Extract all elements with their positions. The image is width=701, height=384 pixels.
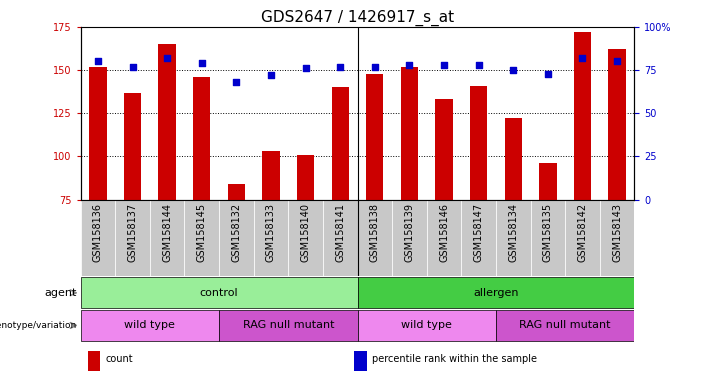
Bar <box>228 184 245 200</box>
Text: GSM158145: GSM158145 <box>197 203 207 262</box>
Bar <box>470 86 487 200</box>
Bar <box>81 200 115 276</box>
Bar <box>193 77 210 200</box>
Point <box>266 72 277 78</box>
Text: GSM158146: GSM158146 <box>439 203 449 262</box>
Bar <box>288 200 323 276</box>
Point <box>127 64 138 70</box>
Text: GSM158137: GSM158137 <box>128 203 137 262</box>
Text: GSM158144: GSM158144 <box>162 203 172 262</box>
Point <box>611 58 622 65</box>
Bar <box>81 277 358 308</box>
Bar <box>254 200 288 276</box>
Point <box>404 62 415 68</box>
Bar <box>89 67 107 200</box>
Point <box>543 71 554 77</box>
Point <box>334 64 346 70</box>
Text: GSM158142: GSM158142 <box>578 203 587 262</box>
Bar <box>496 310 634 341</box>
Bar <box>115 200 150 276</box>
Text: genotype/variation: genotype/variation <box>0 321 77 330</box>
Text: GSM158132: GSM158132 <box>231 203 241 262</box>
Bar <box>496 200 531 276</box>
Point <box>161 55 172 61</box>
Bar <box>366 74 383 200</box>
Text: agent: agent <box>45 288 77 298</box>
Text: GSM158136: GSM158136 <box>93 203 103 262</box>
Bar <box>158 44 176 200</box>
Point <box>577 55 588 61</box>
Point <box>473 62 484 68</box>
Text: RAG null mutant: RAG null mutant <box>519 320 611 331</box>
Point <box>196 60 207 66</box>
Bar <box>219 310 358 341</box>
Bar <box>124 93 141 200</box>
Bar <box>358 200 392 276</box>
Bar <box>81 310 219 341</box>
Bar <box>150 200 184 276</box>
Bar <box>427 200 461 276</box>
Bar <box>392 200 427 276</box>
Bar <box>332 88 349 200</box>
Text: GSM158143: GSM158143 <box>612 203 622 262</box>
Bar <box>600 200 634 276</box>
Bar <box>354 351 367 371</box>
Bar <box>435 99 453 200</box>
Title: GDS2647 / 1426917_s_at: GDS2647 / 1426917_s_at <box>261 9 454 25</box>
Point <box>508 67 519 73</box>
Text: wild type: wild type <box>401 320 452 331</box>
Text: GSM158141: GSM158141 <box>335 203 345 262</box>
Bar <box>539 164 557 200</box>
Text: wild type: wild type <box>124 320 175 331</box>
Text: GSM158138: GSM158138 <box>370 203 380 262</box>
Text: control: control <box>200 288 238 298</box>
Bar <box>358 277 634 308</box>
Point <box>369 64 381 70</box>
Bar <box>88 351 100 371</box>
Text: GSM158139: GSM158139 <box>404 203 414 262</box>
Text: GSM158135: GSM158135 <box>543 203 553 262</box>
Text: GSM158140: GSM158140 <box>301 203 311 262</box>
Bar <box>358 310 496 341</box>
Bar <box>297 155 314 200</box>
Bar <box>219 200 254 276</box>
Text: GSM158133: GSM158133 <box>266 203 276 262</box>
Bar <box>323 200 358 276</box>
Text: RAG null mutant: RAG null mutant <box>243 320 334 331</box>
Bar <box>401 67 418 200</box>
Bar <box>262 151 280 200</box>
Text: GSM158134: GSM158134 <box>508 203 518 262</box>
Text: percentile rank within the sample: percentile rank within the sample <box>372 354 536 364</box>
Point <box>93 58 104 65</box>
Text: allergen: allergen <box>473 288 519 298</box>
Bar <box>531 200 565 276</box>
Text: GSM158147: GSM158147 <box>474 203 484 262</box>
Bar <box>608 50 626 200</box>
Bar <box>505 118 522 200</box>
Point <box>438 62 449 68</box>
Bar <box>461 200 496 276</box>
Point <box>231 79 242 85</box>
Point <box>300 65 311 71</box>
Text: count: count <box>105 354 132 364</box>
Bar <box>184 200 219 276</box>
Bar <box>574 32 591 200</box>
Bar <box>565 200 600 276</box>
